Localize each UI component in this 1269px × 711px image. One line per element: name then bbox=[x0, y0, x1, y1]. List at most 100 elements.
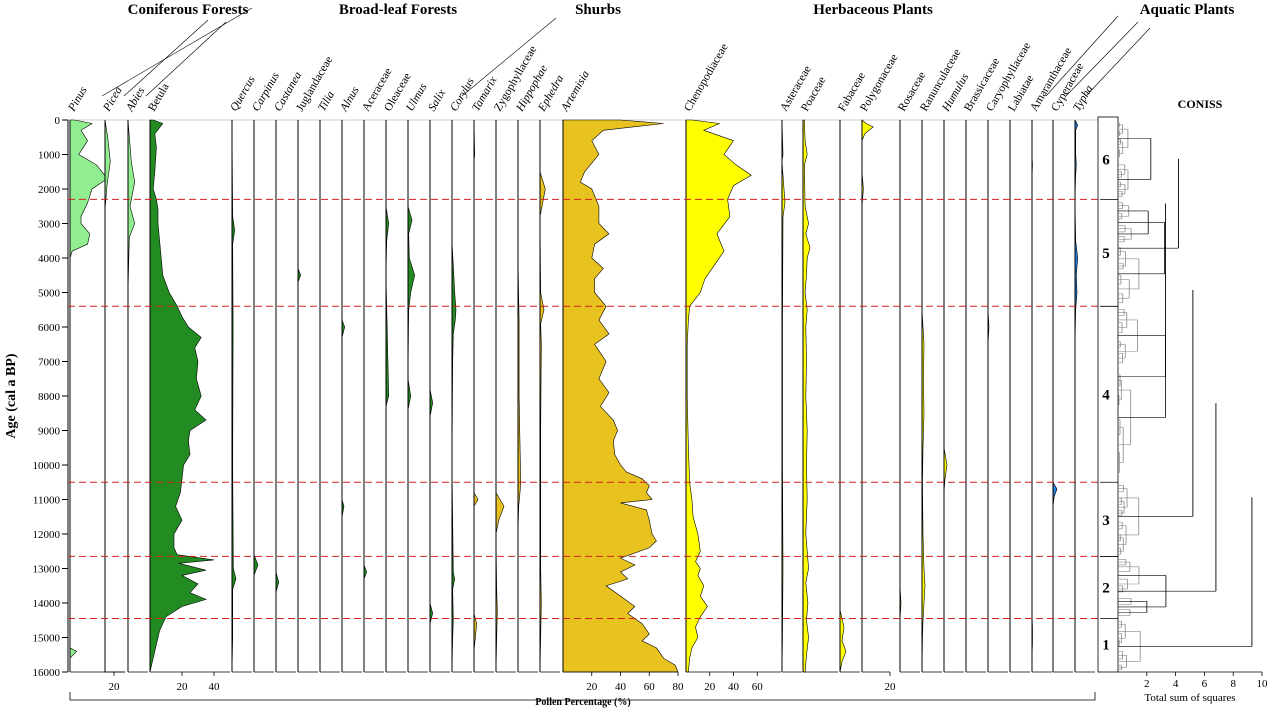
group-header-broad-leaf-forests: Broad-leaf Forests bbox=[339, 2, 457, 18]
y-tick-label: 12000 bbox=[33, 529, 61, 541]
taxon-label-typha: Typha bbox=[1071, 83, 1095, 113]
taxon-column-picea: Picea bbox=[101, 85, 125, 673]
y-tick-label: 8000 bbox=[38, 391, 61, 403]
taxon-label-alnus: Alnus bbox=[338, 84, 362, 114]
x-tick-label: 40 bbox=[209, 681, 221, 693]
pollen-curve-ephedra bbox=[539, 120, 546, 673]
x-tick-label: 80 bbox=[673, 681, 685, 693]
taxon-column-ranunculaceae: Ranunculaceae bbox=[918, 47, 963, 673]
pollen-curve-cyperaceae bbox=[1052, 120, 1058, 672]
taxon-column-betula: 20 40 Betula bbox=[146, 81, 230, 693]
y-tick-label: 1000 bbox=[38, 150, 61, 162]
x-tick-label: 20 bbox=[885, 681, 897, 693]
coniss-axis-label: Total sum of squares bbox=[1144, 692, 1235, 704]
x-tick-label: 20 bbox=[177, 681, 189, 693]
y-tick-label: 7000 bbox=[38, 357, 61, 369]
y-tick-label: 15000 bbox=[33, 633, 61, 645]
taxon-column-cyperaceae: Cyperaceae bbox=[1049, 61, 1086, 673]
zone-label: 3 bbox=[1102, 513, 1110, 529]
zone-label: 4 bbox=[1102, 387, 1110, 403]
y-tick-label: 11000 bbox=[33, 495, 61, 507]
taxon-column-aceraceae: Aceraceae bbox=[360, 66, 395, 673]
pollen-curve-pinus bbox=[69, 119, 108, 672]
y-tick-label: 10000 bbox=[33, 460, 61, 472]
x-tick-label: 20 bbox=[704, 681, 716, 693]
taxon-column-caryophyllaceae: Caryophyllaceae bbox=[984, 41, 1033, 673]
zone-label: 6 bbox=[1102, 153, 1110, 169]
coniss-title: CONISS bbox=[1178, 97, 1223, 111]
pollen-curve-artemisia bbox=[562, 119, 679, 673]
pollen-curve-ranunculaceae bbox=[921, 120, 926, 673]
pollen-curve-corylus bbox=[451, 120, 457, 673]
coniss-tick-label: 10 bbox=[1257, 678, 1269, 690]
taxon-column-corylus: Corylus bbox=[448, 76, 477, 673]
taxon-column-humulus: Humulus bbox=[940, 71, 972, 673]
y-tick-label: 0 bbox=[55, 115, 61, 127]
taxon-column-amaranthaceae: Amaranthaceae bbox=[1028, 46, 1074, 673]
y-tick-label: 6000 bbox=[38, 322, 61, 334]
coniss-tick-label: 8 bbox=[1230, 678, 1236, 690]
pollen-curve-betula bbox=[149, 119, 215, 673]
taxon-column-oleaceae: Oleaceae bbox=[382, 71, 414, 673]
taxon-column-salix: Salix bbox=[426, 87, 450, 673]
x-axis-bracket bbox=[69, 692, 1096, 701]
taxon-column-asteraceae: Asteraceae bbox=[778, 64, 814, 673]
y-tick-label: 3000 bbox=[38, 219, 61, 231]
taxon-column-polygonaceae: 20 Polygonaceae bbox=[858, 52, 900, 693]
x-tick-label: 60 bbox=[752, 681, 764, 693]
taxon-column-ulmus: Ulmus bbox=[404, 81, 430, 673]
taxon-label-tilia: Tilia bbox=[316, 89, 337, 113]
coniss-tick-label: 6 bbox=[1202, 678, 1208, 690]
taxon-column-typha: Typha bbox=[1071, 83, 1096, 673]
taxon-column-chenopodiaceae: 20 40 60 Chenopodiaceae bbox=[682, 42, 781, 693]
taxon-label-betula: Betula bbox=[146, 81, 171, 113]
taxon-column-alnus: Alnus bbox=[338, 84, 362, 673]
coniss-dendrogram: CONISS 2 4 6 8 10 Total sum of squares bbox=[1118, 97, 1268, 704]
pollen-curve-picea bbox=[104, 119, 111, 672]
coniss-tick-label: 4 bbox=[1173, 678, 1179, 690]
taxon-column-pinus: 20 Pinus bbox=[66, 84, 125, 693]
y-tick-label: 5000 bbox=[38, 288, 61, 300]
taxon-label-chenopodiaceae: Chenopodiaceae bbox=[682, 42, 730, 114]
taxon-label-abies: Abies bbox=[124, 85, 148, 114]
y-tick-label: 16000 bbox=[33, 667, 61, 679]
pollen-curve-quercus bbox=[231, 119, 237, 673]
taxon-label-polygonaceae: Polygonaceae bbox=[858, 52, 900, 113]
x-tick-label: 40 bbox=[615, 681, 627, 693]
zone-label: 1 bbox=[1102, 637, 1110, 653]
y-tick-label: 9000 bbox=[38, 426, 61, 438]
taxon-label-salix: Salix bbox=[426, 87, 448, 114]
y-tick-label: 4000 bbox=[38, 253, 61, 265]
taxon-column-artemisia: 20 40 60 80 Artemisia bbox=[559, 69, 684, 693]
x-tick-label: 20 bbox=[109, 681, 121, 693]
zone-label: 2 bbox=[1102, 580, 1110, 596]
group-header-shurbs: Shurbs bbox=[575, 2, 621, 18]
zone-label: 5 bbox=[1102, 246, 1110, 262]
taxon-column-abies: Abies bbox=[124, 85, 148, 673]
pollen-curve-chenopodiaceae bbox=[685, 119, 752, 673]
coniss-tick-label: 2 bbox=[1144, 678, 1150, 690]
taxon-column-fabaceae: Fabaceae bbox=[836, 70, 868, 673]
taxon-column-juglandaceae: Juglandaceae bbox=[294, 54, 335, 673]
taxon-column-ephedra: Ephedra bbox=[536, 73, 567, 673]
pollen-curve-fabaceae bbox=[839, 120, 847, 673]
pollen-curve-ulmus bbox=[407, 120, 416, 672]
pollen-curve-tamarix bbox=[473, 119, 479, 672]
x-tick-label: 20 bbox=[586, 681, 598, 693]
group-header-coniferous-forests: Coniferous Forests bbox=[128, 2, 249, 18]
header-leader-lines bbox=[101, 7, 1151, 97]
x-axis-label: Pollen Percentage (%) bbox=[535, 697, 630, 708]
x-tick-label: 60 bbox=[644, 681, 656, 693]
taxon-column-tilia: Tilia bbox=[316, 89, 340, 673]
pollen-curve-zygophyllaceae bbox=[495, 120, 505, 673]
group-header-herbaceous-plants: Herbaceous Plants bbox=[813, 2, 933, 18]
y-axis: 0 1000 2000 3000 4000 5000 6000 7000 8000 9000 100… bbox=[33, 115, 69, 679]
taxon-column-brassicaceae: Brassicaceae bbox=[962, 56, 1002, 673]
taxon-column-hippophae: Hippophae bbox=[514, 63, 550, 673]
y-axis-label: Age (cal a BP) bbox=[4, 353, 19, 438]
taxon-column-zygophyllaceae: Zygophyllaceae bbox=[492, 44, 539, 673]
taxon-label-artemisia: Artemisia bbox=[559, 69, 592, 115]
y-tick-label: 14000 bbox=[33, 598, 61, 610]
group-header-aquatic-plants: Aquatic Plants bbox=[1140, 2, 1235, 18]
